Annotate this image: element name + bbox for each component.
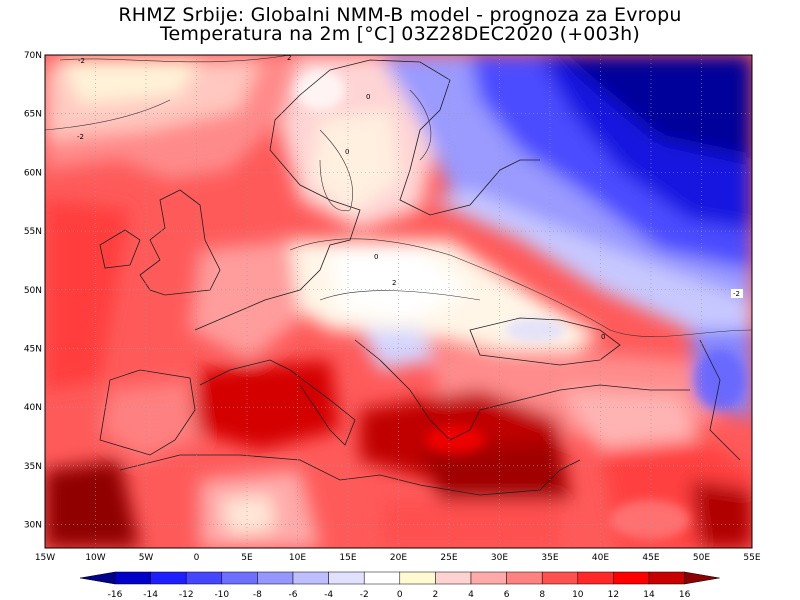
colorbar-swatch	[541, 571, 579, 585]
colorbar-swatch	[185, 571, 223, 585]
lat-label: 60N	[24, 168, 42, 178]
lon-label: 50E	[693, 553, 710, 563]
map-frame	[44, 54, 753, 549]
latitude-labels: 70N 65N 60N 55N 50N 45N 40N 35N 30N	[24, 51, 42, 531]
colorbar-label: -2	[360, 590, 369, 600]
lon-label: 15W	[35, 553, 55, 563]
colorbar	[79, 571, 720, 585]
contour-lines	[45, 55, 752, 337]
map-subtitle: Temperatura na 2m [°C] 03Z28DEC2020 (+00…	[159, 23, 641, 45]
colorbar-swatch	[648, 571, 685, 585]
colorbar-swatch	[257, 571, 294, 585]
contour-label: 0	[366, 93, 370, 101]
lat-label: 50N	[24, 286, 42, 296]
contour-label: 0	[345, 148, 349, 156]
colorbar-label: 2	[433, 590, 439, 600]
lat-label: 70N	[24, 51, 42, 61]
lon-label: 20E	[390, 553, 407, 563]
contour-label: 2	[287, 54, 291, 62]
contour-label: 0	[374, 253, 378, 261]
lat-label: 40N	[24, 403, 42, 413]
lat-label: 35N	[24, 462, 42, 472]
lon-label: 25E	[440, 553, 457, 563]
colorbar-label: -16	[108, 590, 123, 600]
map-title: RHMZ Srbije: Globalni NMM-B model - prog…	[118, 4, 682, 26]
lon-label: 55E	[743, 553, 760, 563]
lon-label: 5E	[241, 553, 253, 563]
lon-label: 10E	[289, 553, 306, 563]
colorbar-label: -6	[289, 590, 298, 600]
contour-label: 0	[601, 333, 605, 341]
contour-label-bg	[731, 289, 743, 298]
colorbar-label: 8	[539, 590, 545, 600]
lat-label: 45N	[24, 344, 42, 354]
colorbar-swatch	[114, 571, 151, 585]
colorbar-swatch	[150, 571, 187, 585]
lon-label: 35E	[541, 553, 558, 563]
lon-label: 30E	[491, 553, 508, 563]
contour-label: -2	[733, 290, 740, 298]
colorbar-label: -12	[179, 590, 194, 600]
lat-label: 55N	[24, 227, 42, 237]
colorbar-label: 14	[643, 590, 655, 600]
colorbar-label: -8	[253, 590, 262, 600]
colorbar-swatch	[399, 571, 436, 585]
colorbar-swatch	[506, 571, 543, 585]
colorbar-label: 16	[679, 590, 691, 600]
colorbar-label: -4	[324, 590, 333, 600]
colorbar-label: -10	[214, 590, 229, 600]
colorbar-swatch	[470, 571, 507, 585]
colorbar-swatch	[363, 571, 401, 585]
contour-label-group: -2 2 -2 0 0 2 0 -2 0	[77, 54, 743, 341]
colorbar-swatch	[292, 571, 329, 585]
colorbar-labels: -16 -14 -12 -10 -8 -6 -4 -2 0 2 4 6 8 10…	[108, 590, 691, 600]
lon-label: 10W	[85, 553, 105, 563]
colorbar-label: 0	[397, 590, 403, 600]
contour-label: 2	[392, 279, 396, 287]
longitude-labels: 15W 10W 5W 0 5E 10E 15E 20E 25E 30E 35E …	[35, 553, 761, 563]
lon-label: 40E	[592, 553, 609, 563]
lon-label: 5W	[139, 553, 154, 563]
colorbar-swatch	[435, 571, 472, 585]
lon-label: 45E	[642, 553, 659, 563]
colorbar-label: 6	[504, 590, 510, 600]
lat-label: 65N	[24, 110, 42, 120]
colorbar-label: 4	[468, 590, 474, 600]
lon-label: 0	[194, 553, 200, 563]
colorbar-swatch	[684, 571, 720, 585]
coastlines	[99, 59, 741, 496]
contour-label: -2	[77, 133, 84, 141]
colorbar-label: 10	[572, 590, 584, 600]
colorbar-swatch	[577, 571, 614, 585]
lat-label: 30N	[24, 521, 42, 531]
temperature-field	[45, 55, 752, 548]
contour-label: -2	[78, 57, 85, 65]
colorbar-swatch	[79, 571, 116, 585]
lon-label: 15E	[339, 553, 356, 563]
colorbar-swatch	[221, 571, 258, 585]
colorbar-swatch	[613, 571, 650, 585]
colorbar-label: 12	[608, 590, 619, 600]
colorbar-label: -14	[143, 590, 158, 600]
colorbar-swatch	[328, 571, 365, 585]
